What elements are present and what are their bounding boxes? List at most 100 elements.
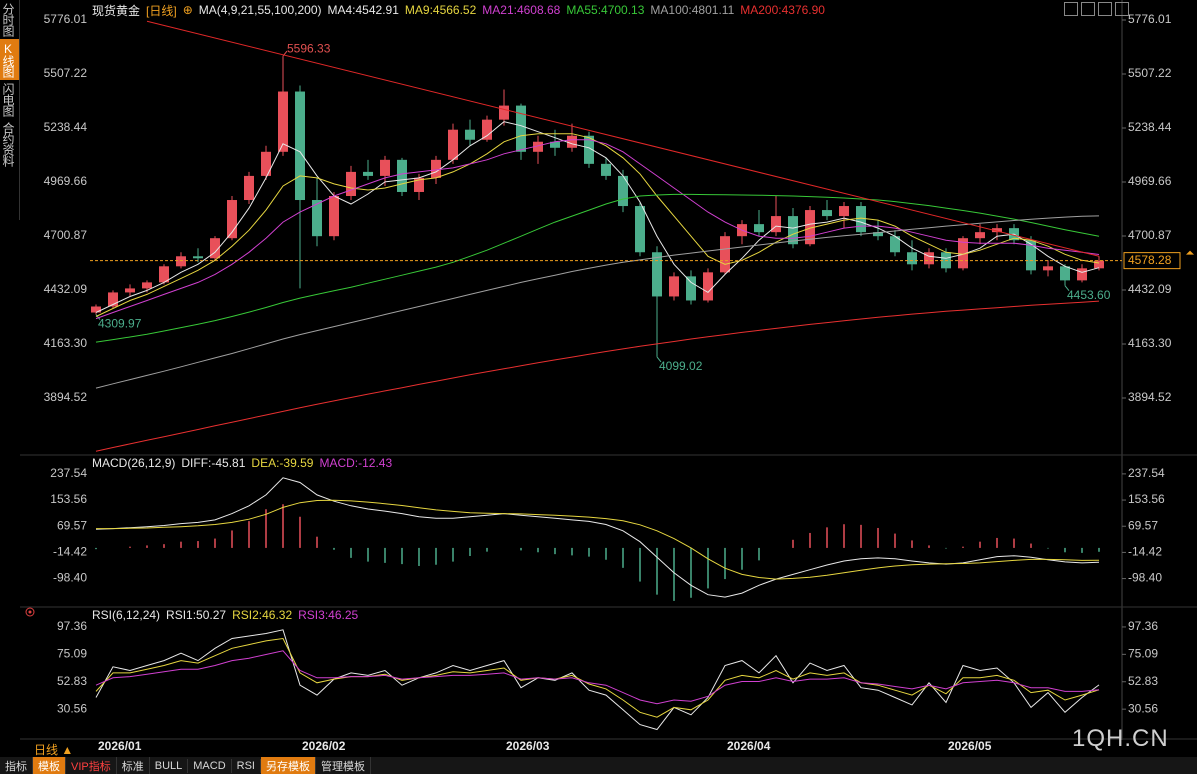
sidebar-tab[interactable]: K线图 bbox=[0, 39, 19, 80]
last-price-arrow bbox=[1186, 250, 1194, 255]
candle-body bbox=[992, 228, 1002, 233]
y-tick-label-right: 5776.01 bbox=[1128, 12, 1172, 26]
toolbar-button[interactable]: 标准 bbox=[117, 756, 150, 774]
sidebar-tab[interactable]: 合约资料 bbox=[1, 122, 15, 166]
y-tick-label-right: 69.57 bbox=[1128, 518, 1158, 532]
y-tick-label: -98.40 bbox=[53, 571, 87, 585]
icon[interactable] bbox=[1064, 2, 1078, 16]
candle-body bbox=[601, 163, 611, 176]
candle-body bbox=[1026, 240, 1036, 271]
y-tick-label-right: 4432.09 bbox=[1128, 282, 1172, 296]
annotation-leader bbox=[656, 356, 662, 363]
y-tick-label: 69.57 bbox=[57, 518, 87, 532]
y-tick-label: 4432.09 bbox=[44, 282, 88, 296]
y-tick-label: 4969.66 bbox=[44, 174, 88, 188]
watermark: 1QH.CN bbox=[1072, 725, 1169, 752]
sidebar-tab[interactable]: 分时图 bbox=[1, 3, 15, 36]
candle-body bbox=[244, 175, 254, 201]
macd-title: MACD(26,12,9) bbox=[92, 456, 176, 470]
candle-body bbox=[822, 210, 832, 217]
candle-body bbox=[363, 171, 373, 176]
toolbar-button[interactable]: 模板 bbox=[33, 756, 66, 774]
line-series bbox=[95, 121, 1100, 313]
x-tick-label: 2026/02 bbox=[302, 739, 346, 753]
x-tick-label: 2026/05 bbox=[948, 739, 992, 753]
candle-body bbox=[550, 141, 560, 148]
toolbar-button[interactable]: BULL bbox=[150, 758, 189, 773]
icon[interactable] bbox=[1115, 2, 1129, 16]
candle-body bbox=[652, 252, 662, 297]
candle-body bbox=[907, 252, 917, 265]
y-tick-label-right: -14.42 bbox=[1128, 545, 1162, 559]
candle-body bbox=[703, 272, 713, 301]
line-series bbox=[95, 139, 1100, 320]
candle-body bbox=[1060, 266, 1070, 281]
candle-body bbox=[924, 252, 934, 265]
icon[interactable] bbox=[1098, 2, 1112, 16]
line-series bbox=[95, 215, 1100, 389]
low-annotation: 4453.60 bbox=[1067, 288, 1111, 302]
low-annotation: 4309.97 bbox=[98, 317, 142, 331]
candle-body bbox=[856, 206, 866, 233]
y-tick-label: 237.54 bbox=[50, 466, 87, 480]
line-series bbox=[96, 499, 1100, 580]
candle-body bbox=[227, 200, 237, 239]
annotation-leader bbox=[1064, 285, 1070, 291]
low-annotation: 4099.02 bbox=[659, 359, 703, 373]
last-price-box bbox=[1123, 252, 1181, 270]
macd-legend: MACD(26,12,9) DIFF:-45.81 DEA:-39.59 MACD:… bbox=[92, 455, 392, 471]
toolbar-button[interactable]: VIP指标 bbox=[66, 756, 117, 774]
period-button[interactable]: 日线 ▲ bbox=[34, 743, 74, 757]
y-tick-label: 4163.30 bbox=[44, 336, 88, 350]
candle-body bbox=[958, 238, 968, 269]
candle-body bbox=[873, 232, 883, 237]
settings-icon-dot bbox=[28, 610, 32, 614]
x-tick-label: 2026/04 bbox=[727, 739, 771, 753]
candle-body bbox=[669, 276, 679, 297]
candle-body bbox=[278, 91, 288, 152]
y-tick-label-right: 97.36 bbox=[1128, 619, 1158, 633]
footer-toolbar: 指标 模板 VIP指标 标准 BULL MACD RSI 另存模板 管理模板 bbox=[0, 756, 1197, 774]
legend-entry: DIFF:-45.81 bbox=[181, 456, 246, 470]
y-tick-label-right: 5507.22 bbox=[1128, 66, 1172, 80]
toolbar-button[interactable]: MACD bbox=[188, 758, 232, 773]
candle-body bbox=[686, 276, 696, 301]
y-tick-label: 5507.22 bbox=[44, 66, 88, 80]
candle-body bbox=[261, 151, 271, 176]
y-tick-label-right: 75.09 bbox=[1128, 647, 1158, 661]
legend-entry: RSI1:50.27 bbox=[166, 608, 227, 622]
candle-body bbox=[108, 292, 118, 307]
settings-icon[interactable] bbox=[25, 607, 35, 617]
legend-entry: DEA:-39.59 bbox=[251, 456, 314, 470]
last-price-label: 4578.28 bbox=[1128, 253, 1172, 267]
y-tick-label: -14.42 bbox=[53, 545, 87, 559]
candle-body bbox=[312, 200, 322, 237]
toolbar-button[interactable]: 管理模板 bbox=[316, 756, 371, 774]
y-tick-label: 52.83 bbox=[57, 674, 87, 688]
add-icon[interactable]: ⊕ bbox=[182, 3, 193, 17]
sidebar: 分时图 K线图闪电图合约资料 bbox=[0, 0, 20, 220]
candle-body bbox=[618, 175, 628, 207]
toolbar-button[interactable]: 另存模板 bbox=[261, 756, 316, 774]
toolbar-button[interactable]: 指标 bbox=[0, 756, 33, 774]
y-tick-label-right: 4700.87 bbox=[1128, 228, 1172, 242]
y-tick-label-right: -98.40 bbox=[1128, 571, 1162, 585]
candle-body bbox=[91, 306, 101, 313]
toolbar-button[interactable]: RSI bbox=[232, 758, 261, 773]
icon[interactable] bbox=[1081, 2, 1095, 16]
candle-body bbox=[397, 159, 407, 192]
candle-body bbox=[533, 141, 543, 152]
y-tick-label: 30.56 bbox=[57, 701, 87, 715]
candle-body bbox=[839, 206, 849, 217]
annotation-leader bbox=[95, 314, 101, 320]
candle-body bbox=[567, 135, 577, 148]
sidebar-tab[interactable]: 闪电图 bbox=[1, 83, 15, 116]
y-tick-label-right: 153.56 bbox=[1128, 492, 1165, 506]
candle-body bbox=[788, 216, 798, 245]
candle-body bbox=[142, 282, 152, 289]
candle-body bbox=[499, 105, 509, 120]
legend-entry: RSI3:46.25 bbox=[298, 608, 359, 622]
candle-body bbox=[380, 159, 390, 176]
period-label[interactable]: [日线] bbox=[146, 3, 177, 18]
candle-body bbox=[771, 216, 781, 233]
